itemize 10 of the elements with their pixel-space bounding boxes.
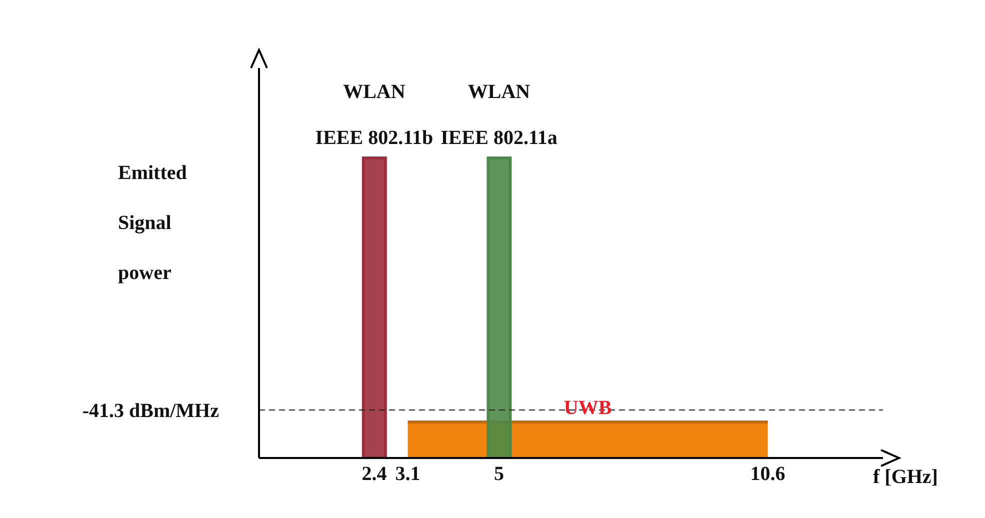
ref-line-label: -41.3 dBm/MHz (82, 400, 220, 422)
series-label: UWB (564, 397, 612, 419)
x-tick-label: 2.4 (362, 463, 387, 486)
text: WLAN IEEE 802.11a (440, 81, 558, 149)
text: WLAN IEEE 802.11b (315, 81, 434, 149)
x-axis-title: f [GHz] (873, 466, 938, 489)
text: Emitted Signal power (118, 162, 187, 284)
x-tick-label: 5 (494, 463, 504, 486)
x-tick-label: 10.6 (750, 463, 786, 486)
x-tick-label: 3.1 (395, 463, 420, 486)
